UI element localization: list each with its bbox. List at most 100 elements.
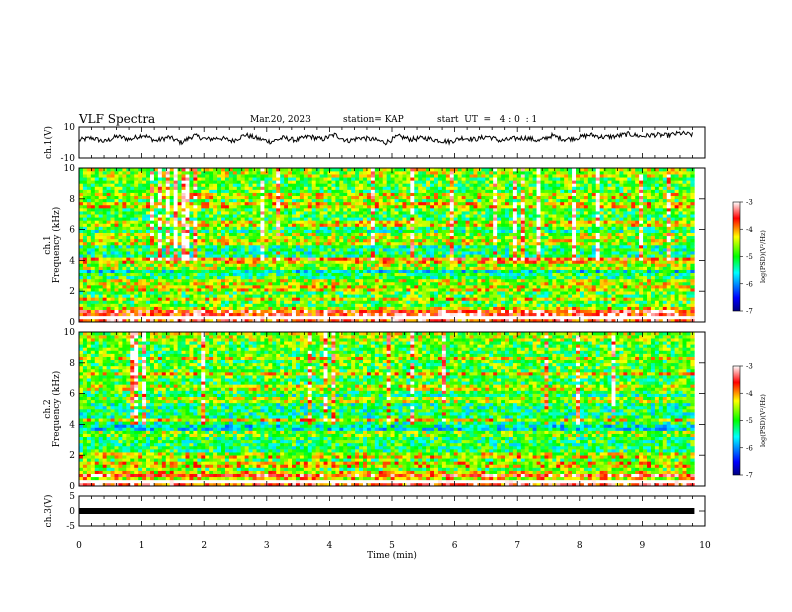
- spectrogram-cell: [193, 235, 198, 240]
- spectrogram-cell: [461, 266, 466, 270]
- spectrogram-cell: [453, 278, 458, 283]
- spectrogram-cell: [406, 306, 411, 310]
- spectrogram-cell: [217, 177, 222, 181]
- spectrogram-cell: [382, 177, 387, 181]
- spectrogram-cell: [213, 201, 218, 206]
- spectrogram-cell: [118, 300, 123, 304]
- spectrogram-cell: [315, 211, 320, 215]
- spectrogram-cell: [355, 291, 360, 295]
- spectrogram-cell: [146, 171, 151, 175]
- spectrogram-cell: [284, 272, 289, 277]
- spectrogram-cell: [402, 281, 407, 286]
- spectrogram-cell: [138, 241, 143, 246]
- spectrogram-cell: [224, 318, 230, 323]
- spectrogram-cell: [335, 291, 340, 295]
- spectrogram-cell: [363, 272, 368, 277]
- spectrogram-cell: [434, 220, 439, 224]
- spectrogram-cell: [185, 245, 190, 249]
- spectrogram-cell: [94, 248, 100, 252]
- spectrogram-cell: [224, 204, 230, 209]
- spectrogram-cell: [331, 306, 336, 310]
- spectrogram-cell: [134, 208, 139, 212]
- spectrogram-cell: [157, 186, 163, 190]
- spectrogram-cell: [323, 306, 328, 310]
- spectrogram-cell: [86, 251, 92, 255]
- spectrogram-cell: [264, 266, 269, 270]
- spectrogram-cell: [205, 291, 210, 295]
- spectrogram-cell: [260, 235, 265, 240]
- spectrogram-cell: [457, 257, 462, 261]
- spectrogram-cell: [426, 204, 431, 209]
- spectrogram-cell: [299, 183, 305, 187]
- spectrogram-cell: [288, 300, 293, 304]
- spectrogram-cell: [339, 198, 344, 203]
- spectrogram-cell: [177, 257, 182, 261]
- spectrogram-cell: [315, 285, 320, 289]
- spectrogram-cell: [319, 174, 324, 178]
- spectrogram-cell: [437, 285, 443, 289]
- spectrogram-cell: [426, 306, 431, 310]
- spectrogram-cell: [130, 226, 135, 230]
- spectrogram-cell: [284, 232, 289, 237]
- spectrogram-cell: [205, 309, 210, 314]
- spectrogram-cell: [469, 281, 474, 286]
- spectrogram-cell: [122, 312, 127, 317]
- spectrogram-cell: [374, 177, 380, 181]
- spectrogram-cell: [264, 180, 269, 184]
- spectrogram-cell: [236, 180, 242, 184]
- spectrogram-cell: [138, 281, 143, 286]
- spectrogram-cell: [370, 248, 376, 252]
- spectrogram-cell: [224, 251, 230, 255]
- spectrogram-cell: [90, 288, 96, 292]
- spectrogram-cell: [434, 281, 439, 286]
- spectrogram-cell: [86, 226, 92, 230]
- spectrogram-cell: [315, 312, 320, 317]
- spectrogram-cell: [252, 248, 257, 252]
- spectrogram-cell: [386, 245, 391, 249]
- spectrogram-cell: [126, 266, 131, 270]
- spectrogram-cell: [86, 220, 92, 224]
- spectrogram-cell: [201, 235, 206, 240]
- spectrogram-cell: [422, 300, 427, 304]
- spectrogram-cell: [165, 281, 171, 286]
- spectrogram-cell: [173, 198, 178, 203]
- spectrogram-cell: [295, 211, 301, 215]
- spectrogram-cell: [268, 254, 273, 258]
- spectrogram-cell: [414, 180, 419, 184]
- spectrogram-cell: [138, 211, 143, 215]
- spectrogram-cell: [299, 254, 305, 258]
- spectrogram-cell: [272, 201, 277, 206]
- spectrogram-cell: [430, 198, 435, 203]
- spectrogram-cell: [90, 214, 96, 218]
- spectrogram-cell: [382, 226, 387, 230]
- spectrogram-cell: [118, 180, 123, 184]
- spectrogram-cell: [272, 266, 277, 270]
- spectrogram-cell: [189, 306, 194, 310]
- spectrogram-cell: [299, 257, 305, 261]
- spectrogram-cell: [441, 177, 447, 181]
- spectrogram-cell: [122, 278, 127, 283]
- spectrogram-cell: [122, 198, 127, 203]
- spectrogram-cell: [465, 226, 470, 230]
- spectrogram-cell: [224, 220, 230, 224]
- spectrogram-cell: [110, 248, 115, 252]
- spectrogram-cell: [374, 208, 380, 212]
- spectrogram-cell: [252, 281, 257, 286]
- spectrogram-cell: [146, 288, 151, 292]
- spectrogram-cell: [469, 214, 474, 218]
- spectrogram-cell: [224, 229, 230, 233]
- spectrogram-cell: [437, 204, 443, 209]
- spectrogram-cell: [295, 312, 301, 317]
- spectrogram-cell: [130, 309, 135, 314]
- spectrogram-cell: [430, 318, 435, 323]
- spectrogram-cell: [213, 183, 218, 187]
- spectrogram-cell: [319, 306, 324, 310]
- spectrogram-cell: [252, 235, 257, 240]
- spectrogram-cell: [248, 220, 253, 224]
- spectrogram-cell: [264, 275, 269, 280]
- spectrogram-cell: [370, 281, 376, 286]
- spectrogram-cell: [232, 281, 238, 286]
- spectrogram-cell: [430, 294, 435, 298]
- spectrogram-cell: [94, 211, 100, 215]
- spectrogram-cell: [390, 168, 395, 172]
